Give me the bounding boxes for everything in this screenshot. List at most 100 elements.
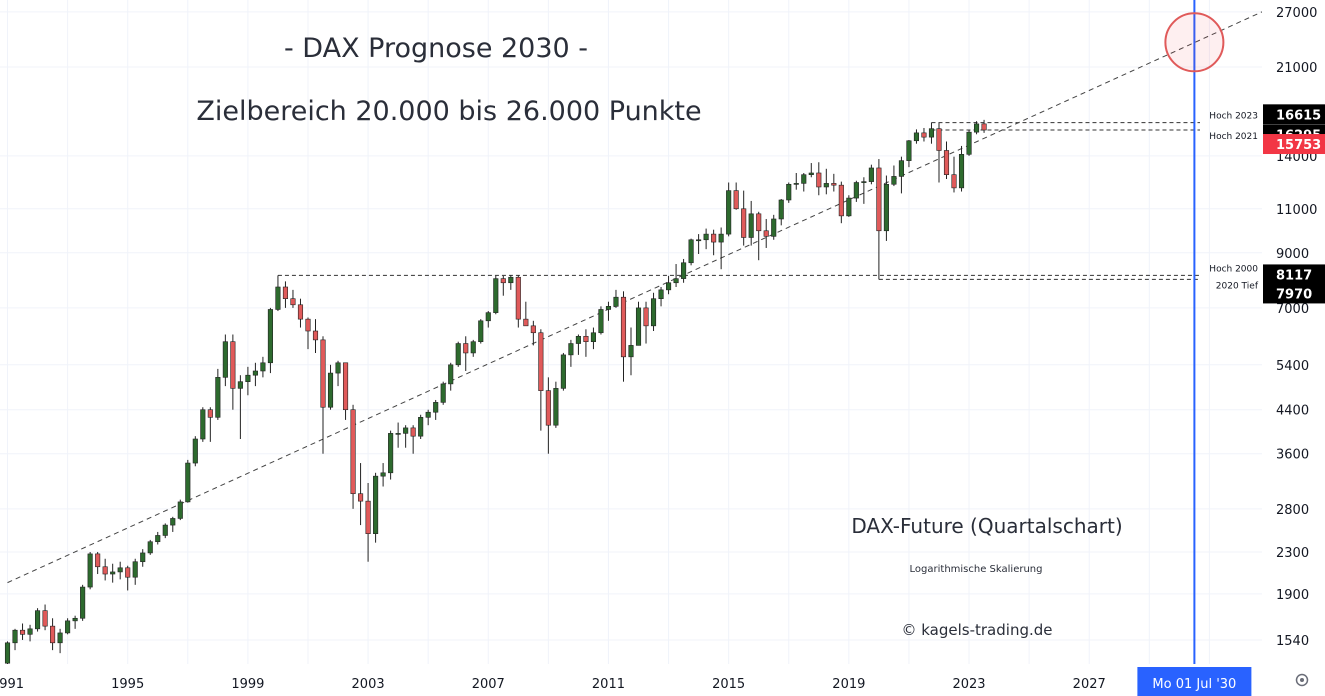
candle (162, 523, 168, 539)
candle-body (928, 128, 935, 138)
candle (793, 172, 799, 190)
candle (80, 584, 86, 621)
candle-body (207, 409, 213, 418)
candle-body (418, 417, 424, 437)
candle-body (395, 433, 401, 435)
candle-body (666, 282, 672, 291)
candle-body (981, 123, 987, 131)
candle-body (500, 278, 506, 284)
candle-body (87, 553, 93, 588)
time-tick-label: 2007 (472, 677, 505, 692)
price-tick-label: 11000 (1276, 203, 1317, 218)
credit-text: © kagels-trading.de (901, 621, 1052, 639)
candle-body (380, 472, 386, 477)
candle-body (290, 298, 296, 306)
candle-body (470, 341, 476, 354)
candle-body (943, 150, 950, 175)
candle (951, 156, 957, 193)
candle-body (808, 172, 814, 175)
candle (305, 317, 311, 350)
candle (12, 628, 18, 651)
candle (921, 127, 927, 142)
candle (140, 549, 146, 567)
candle-body (155, 535, 161, 543)
candle (72, 615, 78, 629)
candle-body (876, 167, 882, 232)
candle (838, 181, 844, 224)
candle-body (898, 160, 904, 177)
candle (297, 298, 304, 328)
candle (861, 177, 867, 204)
candle (538, 329, 544, 431)
candle (493, 275, 499, 315)
candle-body (613, 296, 619, 307)
candle-body (433, 402, 439, 413)
candle (718, 227, 724, 270)
time-axis[interactable]: 1991 1995 1999 2003 2007 2011 2015 2019 2023 2027… (0, 664, 1325, 696)
candle-body (297, 304, 304, 320)
candle (598, 306, 604, 335)
candle (643, 301, 649, 344)
time-tick-label: 2015 (712, 677, 745, 692)
candle-body (27, 628, 33, 635)
candle (778, 199, 784, 226)
candle-body (455, 343, 461, 366)
price-tick-label: 1900 (1276, 588, 1309, 603)
candle-body (846, 197, 852, 217)
candle (981, 119, 987, 133)
candle (733, 182, 739, 210)
candle-body (65, 620, 71, 634)
candle (350, 404, 356, 509)
candle (260, 356, 266, 378)
candle (230, 334, 236, 410)
candle-body (966, 131, 972, 155)
candles (4, 119, 987, 664)
candle (388, 430, 394, 480)
candle-body (560, 354, 566, 389)
chart-title: - DAX Prognose 2030 - (284, 33, 588, 64)
candle (267, 307, 273, 374)
trendline (7, 11, 1263, 584)
candle-body (12, 629, 18, 644)
candle-body (598, 309, 604, 334)
candle-body (650, 298, 657, 327)
candle-body (260, 362, 266, 372)
candle (658, 286, 664, 307)
candle-body (222, 341, 228, 378)
candle-body (816, 172, 822, 188)
candle-body (335, 362, 341, 374)
candle (470, 339, 476, 357)
candle-body (838, 184, 844, 217)
price-tick-label: 2800 (1276, 503, 1309, 518)
candle-body (861, 181, 867, 183)
candle (320, 336, 326, 454)
candle (771, 214, 777, 240)
candle (463, 336, 469, 371)
candle (696, 234, 702, 255)
candle-body (230, 341, 236, 389)
candle-body (162, 524, 168, 536)
candle-body (711, 233, 717, 243)
candle (200, 407, 206, 442)
price-tick-label: 4400 (1276, 404, 1309, 419)
candle (898, 156, 904, 194)
candle (823, 168, 829, 195)
series-label: DAX-Future (Quartalschart) (851, 514, 1122, 538)
level-label: 2020 Tief (1216, 281, 1259, 291)
level-label: Hoch 2021 (1209, 132, 1258, 142)
candle-body (620, 296, 627, 358)
candle-body (35, 610, 41, 630)
candle-body (80, 586, 86, 619)
candle-body (771, 218, 777, 237)
candle (831, 173, 837, 192)
candle-body (530, 325, 536, 334)
candle (673, 264, 679, 287)
candle (252, 362, 258, 387)
candle (455, 341, 461, 367)
candle (50, 618, 56, 651)
candle (891, 165, 897, 187)
candle (155, 531, 161, 545)
candle (515, 275, 521, 328)
settings-gear-icon[interactable] (1295, 673, 1309, 687)
